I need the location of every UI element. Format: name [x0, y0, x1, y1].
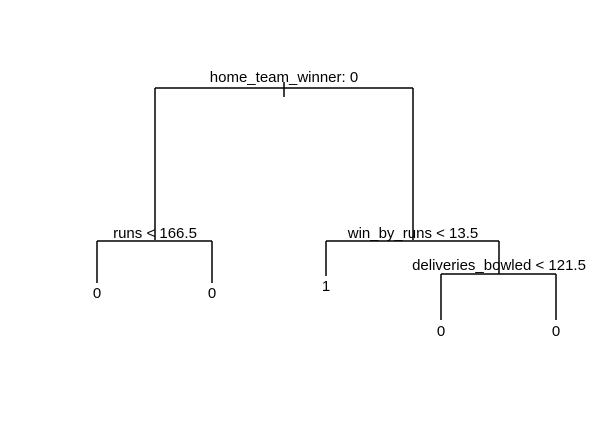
leaf-runs-right: 0	[208, 285, 216, 302]
leaf-deliv-right: 0	[552, 323, 560, 340]
deliv-split-label: deliveries_bowled < 121.5	[412, 257, 586, 274]
deliveries-node: deliveries_bowled < 121.5 0 0	[412, 257, 586, 340]
win-by-runs-node: win_by_runs < 13.5 1	[322, 225, 500, 295]
wbr-split-label: win_by_runs < 13.5	[347, 225, 479, 242]
leaf-deliv-left: 0	[437, 323, 445, 340]
leaf-wbr-left: 1	[322, 278, 330, 295]
root-node: home_team_winner: 0	[154, 69, 414, 240]
runs-node: runs < 166.5 0 0	[93, 225, 216, 302]
runs-split-label: runs < 166.5	[113, 225, 197, 242]
leaf-runs-left: 0	[93, 285, 101, 302]
root-split-label: home_team_winner: 0	[210, 69, 358, 86]
